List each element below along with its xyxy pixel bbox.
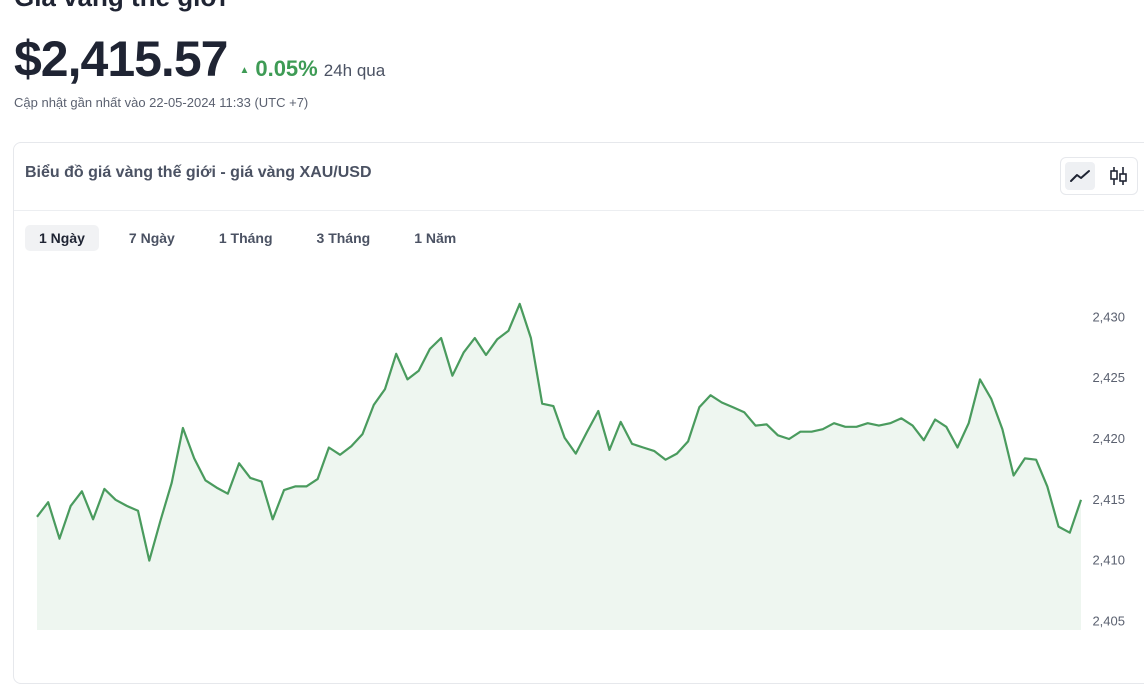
y-tick-label: 2,410: [1092, 553, 1125, 568]
y-tick-label: 2,405: [1092, 614, 1125, 629]
price-chart: 2,405 2,410 2,415 2,420 2,425 2,430: [0, 0, 1144, 661]
y-tick-label: 2,415: [1092, 492, 1125, 507]
y-tick-label: 2,420: [1092, 431, 1125, 446]
y-tick-label: 2,430: [1092, 309, 1125, 324]
price-area: [37, 304, 1081, 630]
y-tick-label: 2,425: [1092, 370, 1125, 385]
